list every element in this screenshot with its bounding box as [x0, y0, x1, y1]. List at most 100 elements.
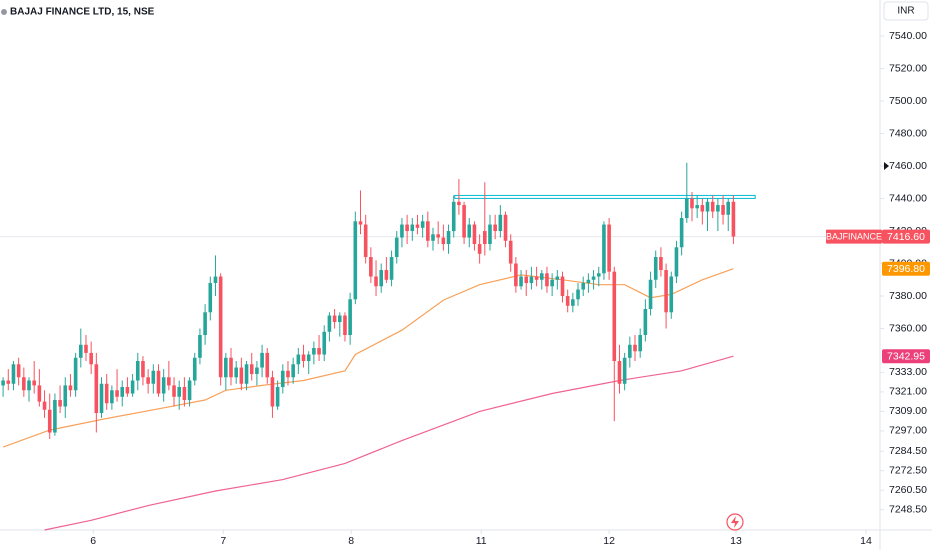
- price-label: 7342.95: [887, 351, 925, 363]
- y-tick-label: 7333.00: [889, 366, 927, 378]
- candle-body: [576, 289, 580, 300]
- candle-body: [234, 367, 238, 378]
- candle-body: [633, 344, 637, 352]
- x-tick-label: 13: [730, 535, 742, 547]
- candle-body: [343, 315, 347, 336]
- candle-body: [203, 312, 207, 336]
- candle-body: [529, 276, 534, 284]
- candle-body: [156, 370, 161, 394]
- candle-body: [550, 279, 554, 287]
- x-tick-label: 6: [90, 535, 96, 547]
- candle-body: [591, 276, 596, 280]
- candle-body: [710, 201, 715, 212]
- event-bolt: [731, 516, 739, 528]
- candle-body: [94, 364, 99, 414]
- candle-body: [167, 377, 171, 386]
- candle-body: [514, 263, 518, 287]
- candle-body: [229, 357, 233, 378]
- candle-body: [731, 201, 736, 237]
- candle-body: [73, 357, 78, 391]
- candle-body: [389, 257, 394, 280]
- candle-body: [545, 273, 549, 287]
- candle-body: [218, 276, 223, 378]
- candle-body: [353, 221, 358, 300]
- candle-body: [27, 380, 31, 391]
- price-label-box: [882, 229, 930, 244]
- candle-body: [431, 234, 435, 241]
- candle-body: [270, 377, 275, 407]
- y-tick-label: 7440.00: [889, 192, 927, 204]
- y-tick-label: 7520.00: [889, 62, 927, 74]
- symbol-dot: [1, 9, 7, 15]
- candle-body: [177, 387, 182, 397]
- candle-body: [462, 205, 466, 238]
- candle-body: [415, 224, 420, 228]
- candle-body: [400, 224, 404, 238]
- moving-average-line: [2, 268, 734, 448]
- candle-body: [104, 383, 109, 404]
- symbol-label-box: [826, 229, 882, 244]
- candle-body: [622, 357, 627, 384]
- price-label-box: [882, 349, 930, 364]
- chart-title: BAJAJ FINANCE LTD, 15, NSE: [10, 7, 155, 18]
- x-tick-label: 11: [476, 535, 487, 547]
- candle-body: [198, 335, 202, 358]
- candle-body: [643, 309, 648, 336]
- candle-body: [726, 201, 731, 215]
- candle-body: [379, 270, 384, 287]
- currency-button[interactable]: [883, 1, 929, 21]
- candle-body: [1, 380, 5, 386]
- candle-body: [493, 224, 497, 232]
- candle-body: [32, 380, 36, 386]
- candle-body: [451, 201, 456, 232]
- candle-body: [716, 205, 720, 212]
- candle-body: [617, 361, 622, 384]
- candle-body: [669, 276, 674, 313]
- candle-body: [426, 221, 430, 241]
- candle-body: [249, 364, 254, 375]
- candle-body: [664, 270, 668, 313]
- currency-label[interactable]: INR: [897, 6, 914, 17]
- candle-body: [182, 387, 187, 401]
- y-tick-label: 7297.00: [889, 425, 927, 437]
- candle-body: [363, 224, 368, 258]
- alert-marker: [884, 162, 889, 171]
- y-tick-label: 7260.50: [889, 484, 927, 496]
- candle-body: [161, 377, 166, 394]
- candle-body: [565, 296, 570, 306]
- candle-body: [555, 276, 560, 280]
- x-tick-label: 14: [860, 535, 872, 547]
- candle-body: [265, 352, 270, 378]
- candle-body: [120, 387, 125, 397]
- candle-body: [503, 214, 508, 241]
- candle-body: [47, 409, 52, 433]
- candle-body: [477, 244, 482, 254]
- y-tick-label: 7321.00: [889, 386, 927, 398]
- candle-body: [348, 299, 352, 336]
- symbol-label: BAJFINANCE: [826, 231, 882, 241]
- candle-body: [224, 357, 228, 378]
- candle-body: [37, 385, 42, 402]
- candle-body: [301, 354, 306, 362]
- candle-body: [659, 257, 663, 271]
- candle-body: [286, 370, 290, 378]
- candle-body: [596, 273, 601, 277]
- candle-body: [239, 367, 244, 384]
- candle-body: [539, 273, 544, 280]
- candle-body: [312, 348, 316, 355]
- candle-body: [327, 315, 332, 332]
- candle-body: [172, 385, 176, 397]
- candle-body: [571, 299, 575, 306]
- candle-body: [63, 385, 68, 407]
- candle-body: [446, 231, 451, 245]
- y-tick-label: 7360.00: [889, 322, 927, 334]
- candle-body: [337, 315, 342, 323]
- candle-body: [68, 385, 73, 391]
- candle-body: [11, 364, 16, 384]
- candle-body: [488, 224, 492, 245]
- candle-body: [498, 214, 503, 232]
- candle-body: [115, 390, 119, 397]
- candle-body: [213, 276, 218, 284]
- price-label-box: [882, 261, 930, 276]
- candle-body: [110, 390, 114, 404]
